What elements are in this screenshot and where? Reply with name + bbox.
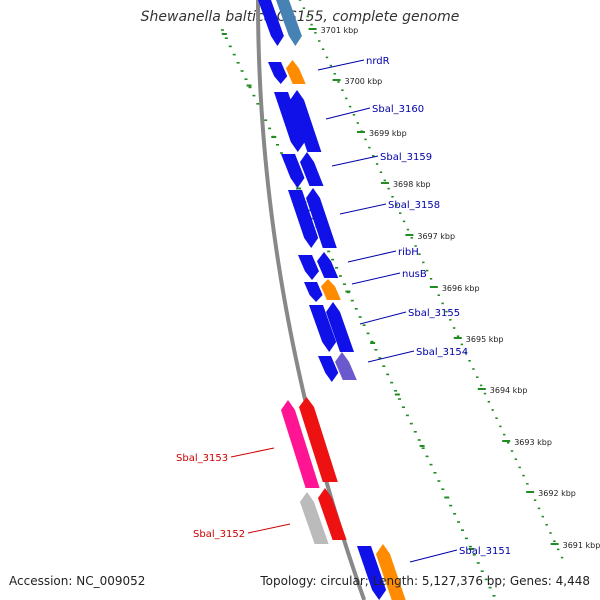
gene-label-leader [367,350,415,363]
gene-block-forward [318,356,339,382]
tick-label: 3691 kbp [563,541,600,550]
gene-label-leader [325,107,371,120]
gene-label-leader [351,272,401,285]
gene-label-leader [339,203,387,215]
gene-block-pseudo [300,492,329,544]
gene-label-leader [317,59,365,71]
tick-label: 3696 kbp [442,284,480,293]
tick-label: 3695 kbp [466,335,504,344]
gene-block-rna [376,544,406,600]
gene-block-forward [288,190,319,248]
gene-label: Sbal_3154 [416,347,468,358]
gene-block-forward [306,188,337,248]
gene-block-forward [304,282,323,302]
map-title: Shewanella baltica OS155, complete genom… [140,9,460,25]
gene-block-reverse [299,397,338,482]
gene-label: Sbal_3153 [176,453,228,464]
gene-label-leader [230,447,275,458]
gene-block-forward [290,90,322,152]
gene-block-reverse [318,488,347,540]
gene-label: Sbal_3155 [408,308,460,319]
tick-label: 3698 kbp [393,180,431,189]
gene-block-hypothetical [281,400,320,488]
gene-block-forward [274,92,305,152]
gene-block-forward [309,305,337,352]
gene-block-slate [335,352,357,380]
tick-label: 3700 kbp [345,77,383,86]
gene-label-leader [359,311,407,325]
gene-label-leader [409,549,458,563]
gene-block-forward [357,546,387,600]
gene-block-forward [300,152,324,186]
gene-label-leader [347,250,397,263]
gene-block-steel [276,0,302,46]
tick-label: 3693 kbp [514,438,552,447]
gene-block-forward [268,62,288,84]
gene-label-leader [331,155,379,167]
gene-block-forward [317,252,339,278]
tick-label: 3701 kbp [321,26,359,35]
gene-label: Sbal_3159 [380,152,432,163]
tick-label: 3699 kbp [369,129,407,138]
tick-label: 3692 kbp [538,489,576,498]
gene-block-forward [326,302,354,352]
accession-label: Accession: NC_009052 [9,574,146,588]
gene-label: Sbal_3152 [193,529,245,540]
gene-label: nusB [402,269,427,280]
gene-block-rna [321,279,341,300]
gene-block-forward [298,255,319,280]
gene-label: Sbal_3158 [388,200,440,211]
gene-block-rna [286,60,306,84]
tick-label: 3697 kbp [417,232,455,241]
gene-label: ribH [398,247,419,258]
gene-label-leader [247,523,291,534]
gene-block-forward [258,0,284,46]
gene-label: Sbal_3160 [372,104,424,115]
tick-label: 3694 kbp [490,386,528,395]
gene-block-forward [281,154,305,188]
gene-label: Sbal_3151 [459,546,511,557]
gene-label: nrdR [366,56,390,67]
genome-summary: Topology: circular; Length: 5,127,376 bp… [260,574,590,588]
